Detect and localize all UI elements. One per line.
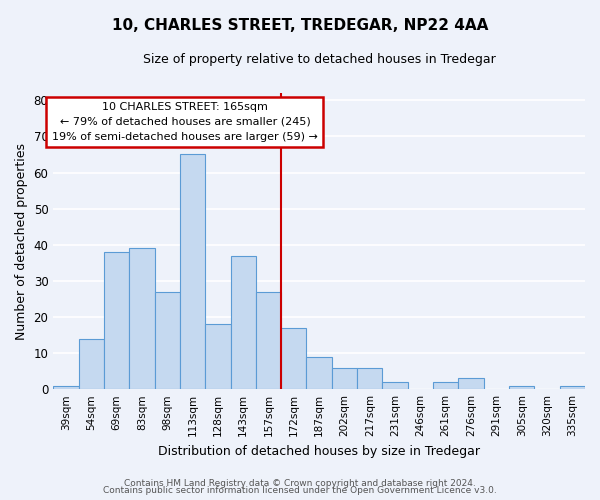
X-axis label: Distribution of detached houses by size in Tredegar: Distribution of detached houses by size … [158, 444, 480, 458]
Bar [458, 378, 484, 389]
Bar [180, 154, 205, 389]
Bar [205, 324, 230, 389]
Bar [307, 356, 332, 389]
Bar [382, 382, 408, 389]
Bar [104, 252, 129, 389]
Title: Size of property relative to detached houses in Tredegar: Size of property relative to detached ho… [143, 52, 496, 66]
Text: Contains HM Land Registry data © Crown copyright and database right 2024.: Contains HM Land Registry data © Crown c… [124, 478, 476, 488]
Bar [509, 386, 535, 389]
Bar [230, 256, 256, 389]
Bar [256, 292, 281, 389]
Bar [332, 368, 357, 389]
Text: Contains public sector information licensed under the Open Government Licence v3: Contains public sector information licen… [103, 486, 497, 495]
Bar [281, 328, 307, 389]
Bar [53, 386, 79, 389]
Text: 10, CHARLES STREET, TREDEGAR, NP22 4AA: 10, CHARLES STREET, TREDEGAR, NP22 4AA [112, 18, 488, 32]
Bar [129, 248, 155, 389]
Bar [79, 338, 104, 389]
Bar [155, 292, 180, 389]
Bar [433, 382, 458, 389]
Text: 10 CHARLES STREET: 165sqm
← 79% of detached houses are smaller (245)
19% of semi: 10 CHARLES STREET: 165sqm ← 79% of detac… [52, 102, 318, 142]
Y-axis label: Number of detached properties: Number of detached properties [15, 142, 28, 340]
Bar [560, 386, 585, 389]
Bar [357, 368, 382, 389]
